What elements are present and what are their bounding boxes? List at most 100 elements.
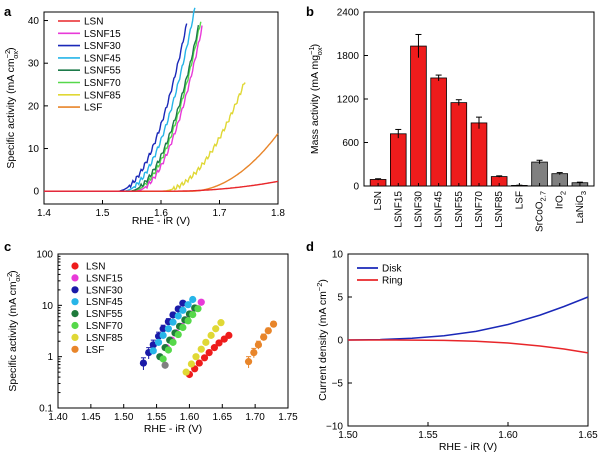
- panel-label-d: d: [306, 239, 314, 254]
- x-tick-label: 1.65: [578, 430, 598, 441]
- data-point-lsnf70: [184, 317, 192, 325]
- data-point-lsf: [264, 327, 272, 335]
- panel-label-a: a: [4, 4, 12, 19]
- data-point-lsnf15: [197, 298, 205, 306]
- x-tick-label: LSNF70: [474, 191, 485, 228]
- data-point-lsnf85: [182, 368, 190, 376]
- panel-a-frame: [43, 11, 279, 205]
- data-point: [161, 361, 169, 369]
- y-axis-label: Mass activity (mA mg−1ox): [307, 44, 324, 154]
- data-point-lsnf45: [169, 318, 177, 326]
- legend-label: LSNF85: [86, 333, 123, 344]
- y-tick-label: −5: [332, 379, 344, 390]
- x-tick-label: 1.55: [147, 412, 167, 423]
- data-point-lsf: [244, 358, 253, 366]
- data-point-lsnf45: [164, 325, 172, 333]
- data-point-lsnf45: [154, 338, 163, 346]
- x-tick-label: 1.4: [37, 208, 51, 219]
- y-axis-label: Specific activity (mA cm−2ox): [5, 270, 22, 391]
- data-point-lsnf70: [189, 310, 197, 319]
- x-tick-label: 1.60: [180, 412, 200, 423]
- legend-label: LSNF45: [84, 53, 121, 64]
- x-tick-label: 1.5: [96, 208, 110, 219]
- data-point-lsn: [200, 354, 209, 362]
- bar-lsnf45: [430, 77, 447, 187]
- legend-label: LSF: [86, 345, 104, 356]
- x-axis-label: RHE - iR (V): [132, 215, 190, 227]
- series-line-lsn: [44, 180, 279, 192]
- x-tick-label: 1.75: [278, 412, 298, 423]
- bar-lsnf55: [450, 102, 468, 187]
- data-point-lsn: [195, 359, 203, 367]
- data-point-lsnf85: [192, 353, 200, 361]
- legend-marker: [71, 274, 79, 282]
- data-point-lsf: [254, 341, 263, 349]
- y-tick-label: 30: [28, 59, 40, 70]
- x-tick-label: 1.70: [245, 412, 265, 423]
- x-tick-label: 1.8: [271, 208, 285, 219]
- series-line-disk: [347, 296, 589, 341]
- y-tick-label: 1200: [337, 95, 360, 106]
- legend-label: Ring: [382, 276, 403, 287]
- data-point-lsnf30: [139, 359, 148, 367]
- data-point-lsnf45: [179, 306, 187, 314]
- legend-label: LSNF45: [86, 297, 123, 308]
- x-tick-label: LSNF15: [393, 191, 404, 228]
- data-point-lsf: [250, 349, 258, 357]
- legend-marker: [71, 262, 79, 270]
- legend-marker: [71, 298, 79, 306]
- data-point-lsnf45: [159, 331, 167, 339]
- bar-lsnf70: [470, 122, 488, 187]
- data-point-lsf: [269, 320, 278, 328]
- x-tick-label: 1.6: [154, 208, 168, 219]
- legend-marker: [71, 345, 79, 353]
- x-tick-label: LSNF85: [494, 191, 505, 228]
- legend-label: LSNF70: [86, 321, 123, 332]
- legend-label: LSNF70: [84, 78, 121, 89]
- bar-lsnf30: [410, 45, 427, 187]
- x-tick-label: 1.55: [418, 430, 438, 441]
- x-axis-label: RHE - iR (V): [439, 441, 497, 453]
- y-tick-label: 100: [36, 250, 53, 261]
- x-tick-label: LSNF30: [413, 191, 424, 228]
- legend-marker: [71, 286, 79, 294]
- legend-label: Disk: [382, 264, 402, 275]
- series-line-lsnf55: [44, 24, 200, 192]
- bar-lsnf15: [390, 133, 407, 187]
- y-tick-label: 10: [332, 250, 344, 261]
- x-axis-label: RHE - iR (V): [144, 423, 202, 435]
- y-axis-label: Current density (mA cm−2): [315, 279, 329, 401]
- chart-panel-a: 1.4 1.5 1.6 1.7 1.8 0 10 20 30 40 RHE - iR (V) Spec…: [3, 7, 285, 227]
- y-tick-label: 10: [42, 301, 54, 312]
- y-tick-label: 0: [337, 336, 343, 347]
- x-tick-label: SrCoO2.7: [535, 191, 548, 232]
- data-point-lsn: [225, 331, 233, 339]
- y-tick-label: −10: [326, 422, 343, 433]
- legend-marker: [71, 321, 79, 330]
- legend-label: LSNF85: [84, 90, 121, 101]
- y-tick-label: 40: [28, 16, 40, 27]
- x-tick-label: 1.7: [213, 208, 227, 219]
- legend-label: LSN: [86, 262, 105, 273]
- data-point-lsnf85: [197, 345, 205, 353]
- data-point-lsf: [260, 333, 268, 341]
- data-point-lsnf85: [187, 360, 195, 368]
- legend-marker: [71, 310, 79, 318]
- y-tick-label: 5: [337, 293, 343, 304]
- data-point-lsnf85: [202, 338, 210, 346]
- legend-marker: [71, 333, 79, 341]
- panel-label-b: b: [306, 4, 314, 19]
- x-tick-label: LSNF45: [434, 191, 445, 228]
- x-tick-label: LSF: [514, 191, 525, 209]
- x-tick-label: 1.65: [213, 412, 233, 423]
- x-tick-label: LaNiO3: [575, 191, 588, 224]
- x-tick-label: 1.50: [338, 430, 358, 441]
- data-point-lsnf85: [217, 319, 225, 327]
- y-tick-label: 600: [342, 138, 359, 149]
- chart-panel-c: 1.40 1.45 1.50 1.55 1.60 1.65 1.70 1.75 0.1 1 10 10…: [5, 250, 298, 436]
- data-point-lsnf70: [194, 305, 202, 313]
- data-point-lsnf85: [207, 331, 215, 339]
- data-point-lsnf70: [159, 355, 167, 363]
- legend-label: LSN: [84, 17, 103, 28]
